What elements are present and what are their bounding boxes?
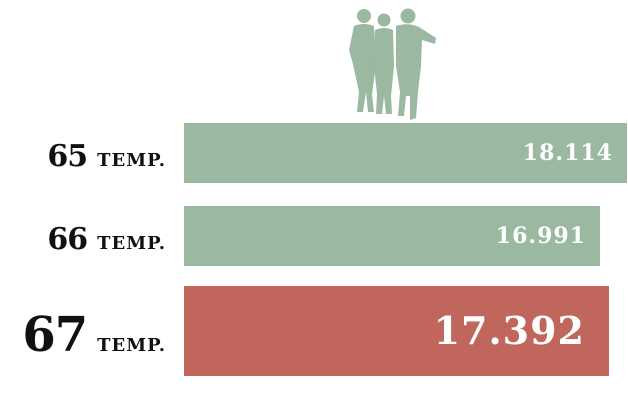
bar-chart: 18.114 65 TEMP. 16.991 66 TEMP. 17.392 67 TEMP.: [22, 8, 627, 376]
category-suffix: TEMP.: [97, 335, 166, 356]
value-label-66: 16.991: [495, 223, 586, 249]
category-label-67: 67 TEMP.: [22, 286, 166, 395]
category-label-65: 65 TEMP.: [47, 123, 166, 195]
bar-66: [184, 206, 600, 266]
category-suffix: TEMP.: [97, 233, 166, 254]
category-number: 66: [47, 222, 88, 257]
children-silhouette-icon: [349, 8, 436, 120]
value-label-67: 17.392: [433, 308, 585, 353]
category-suffix: TEMP.: [97, 150, 166, 171]
bar-65: [184, 123, 627, 183]
category-label-66: 66 TEMP.: [47, 206, 166, 278]
value-label-65: 18.114: [522, 140, 613, 166]
category-number: 67: [22, 307, 88, 363]
bar-67: [184, 286, 609, 376]
category-number: 65: [47, 139, 88, 174]
